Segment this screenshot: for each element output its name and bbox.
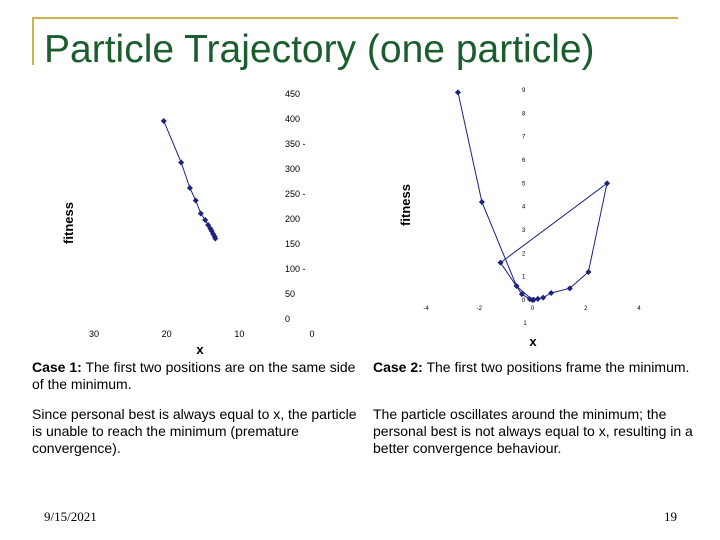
c2-data-point [518,291,525,298]
c2-ytick-label: 8 [522,111,526,117]
c1-data-point [202,217,209,223]
c2-ytick-label: 2 [522,251,526,257]
title-frame-top [32,17,678,19]
c2-data-point [585,269,592,275]
chart2-trajectory-line [457,92,608,301]
c1-data-point [178,159,185,166]
c1-ytick-label: 300 [285,164,300,174]
c1-data-point [186,185,193,191]
case1-caption: Case 1: The first two positions are on t… [32,359,362,393]
c2-data-point [513,283,520,289]
c1-ytick-label: 350 - [285,139,306,149]
c2-ytick-label: 4 [522,205,526,211]
c2-data-point [534,295,541,302]
c1-ytick-label: 0 [285,314,290,324]
c2-data-point [454,89,461,96]
c2-data-point [497,259,504,266]
c1-data-point [197,210,204,217]
case1-detail: Since personal best is always equal to x… [32,406,357,456]
title-frame-left [32,17,34,65]
c2-data-point [530,296,537,303]
c2-xtick-label: -2 [477,306,483,312]
case2-caption: Case 2: The first two positions frame th… [373,359,703,376]
c1-data-point [192,197,199,204]
c1-ytick-label: 100 - [285,264,306,274]
c1-xtick-label: 20 [162,329,172,339]
c2-data-point [604,180,611,187]
c1-ytick-label: 200 [285,214,300,224]
chart1-xlabel: x [196,342,204,357]
c1-data-point [160,118,167,124]
c2-xtick-label: -4 [423,306,429,312]
footer-date: 9/15/2021 [44,509,97,524]
slide-title: Particle Trajectory (one particle) [44,28,595,71]
c1-ytick-label: 450 [285,89,300,99]
c1-ytick-label: 250 - [285,189,306,199]
c2-ytick-label: 1 [522,275,526,281]
c1-xtick-label: 10 [234,329,244,339]
c2-ytick-label: 0 [522,298,526,304]
c1-ytick-label: 150 [285,239,300,249]
chart2-ylabel: fitness [398,184,413,226]
case1-text: The first two positions are on the same … [32,359,356,392]
c2-xtick-label: 4 [637,306,641,312]
c1-ytick-label: 400 [285,114,300,124]
chart1-ylabel: fitness [61,202,76,244]
chart2-extra-tick: 1 [523,321,527,327]
case1-label: Case 1: [32,359,82,375]
c2-ytick-label: 5 [522,181,526,187]
c2-xtick-label: 2 [584,306,588,312]
c2-data-point [548,290,555,296]
c1-data-point [212,235,219,242]
c1-ytick-label: 50 [285,289,295,299]
page-number: 19 [664,509,677,524]
c2-data-point [540,294,547,301]
chart-case2: fitness x 1 9 8 7 6 5 4 3 2 1 0 -4 -2 0 2 4 [398,88,641,349]
c2-ytick-label: 9 [522,88,526,94]
case2-detail: The particle oscillates around the minim… [373,406,693,456]
case2-label: Case 2: [373,359,423,375]
c2-data-point [566,285,573,292]
c2-ytick-label: 3 [522,228,526,234]
c2-data-point [478,199,485,205]
chart1-trajectory-line [163,120,216,239]
chart2-xlabel: x [529,334,537,349]
c2-ytick-label: 7 [522,135,526,141]
c1-xtick-label: 30 [89,329,99,339]
case2-text: The first two positions frame the minimu… [422,359,690,375]
c1-xtick-label: 0 [309,329,314,339]
c2-ytick-label: 6 [522,158,526,164]
c2-xtick-label: 0 [531,306,535,312]
c2-data-point [526,296,533,303]
